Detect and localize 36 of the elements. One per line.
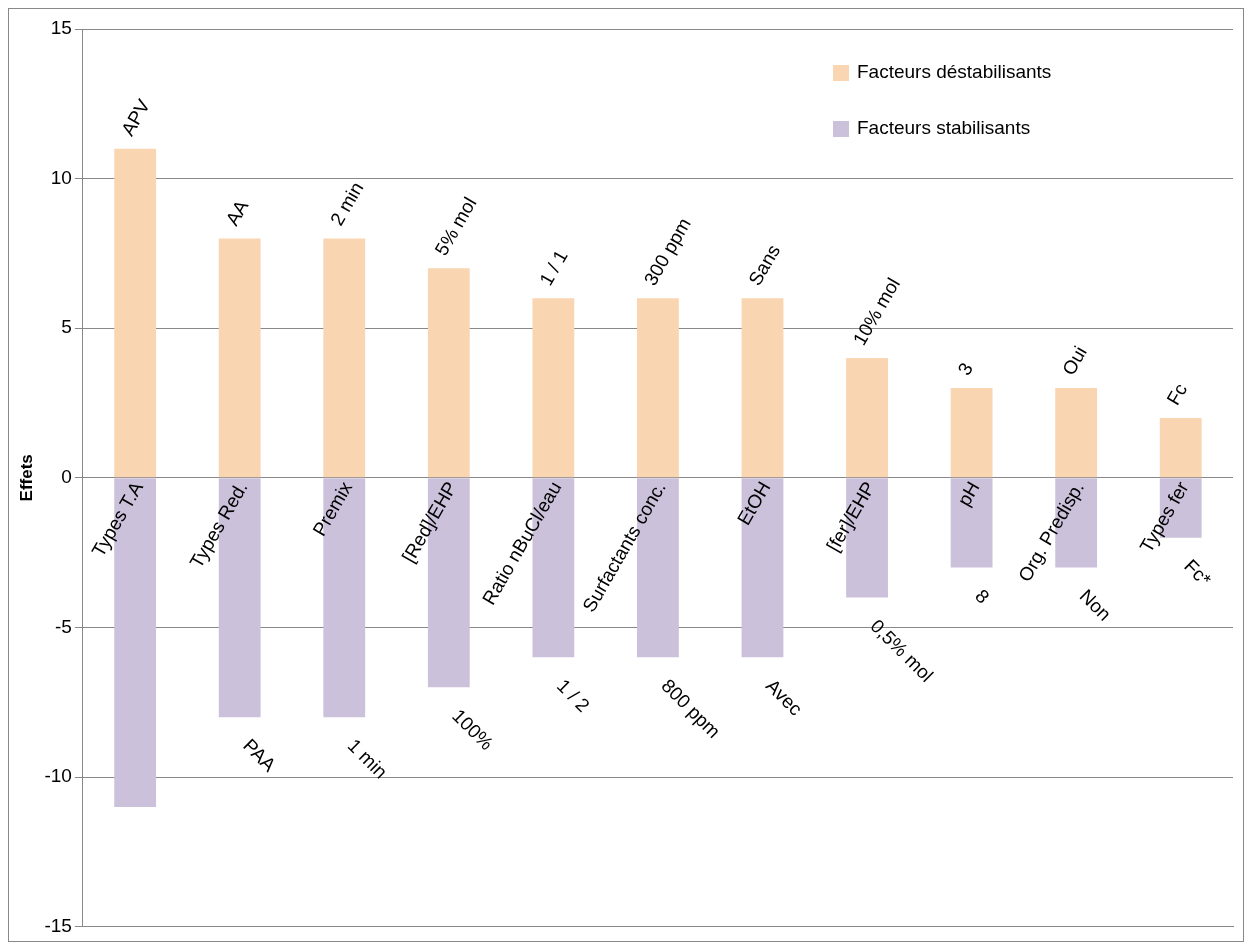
bar <box>637 298 679 478</box>
bar <box>532 298 575 478</box>
annotation: 1 / 1 <box>535 246 572 289</box>
bar <box>741 298 784 478</box>
annotation: 8 <box>971 585 994 608</box>
y-tick-label: -15 <box>44 914 72 936</box>
annotation: Oui <box>1057 342 1091 379</box>
annotation: 3 <box>953 359 977 379</box>
annotation: 1 min <box>343 734 392 783</box>
y-tick-label: 5 <box>61 316 72 338</box>
y-tick-label: -10 <box>44 765 72 787</box>
y-tick-label: 0 <box>61 466 72 488</box>
annotation: 800 ppm <box>657 675 725 743</box>
annotation: Fc* <box>1180 555 1216 591</box>
annotation: 1 / 2 <box>552 675 594 716</box>
annotation: Non <box>1075 585 1116 625</box>
x-tick-label: pH <box>953 477 984 510</box>
y-axis-title: Effets <box>16 454 36 502</box>
bar <box>950 478 993 568</box>
bar <box>218 238 261 478</box>
y-tick-label: -5 <box>54 615 72 637</box>
annotation: Fc <box>1162 379 1192 409</box>
bar <box>114 148 157 478</box>
annotation: 2 min <box>326 178 368 230</box>
bar <box>846 358 888 478</box>
bar <box>427 268 470 478</box>
bar <box>1055 388 1098 478</box>
legend-label: Facteurs déstabilisants <box>857 61 1052 83</box>
bar <box>1159 417 1202 478</box>
bar <box>950 388 993 478</box>
y-tick-label: 10 <box>50 166 72 188</box>
y-tick-label: 15 <box>50 17 72 39</box>
legend-label: Facteurs stabilisants <box>857 117 1031 139</box>
annotation: AA <box>221 196 253 230</box>
annotation: 5% mol <box>430 193 481 259</box>
bar <box>323 238 366 478</box>
